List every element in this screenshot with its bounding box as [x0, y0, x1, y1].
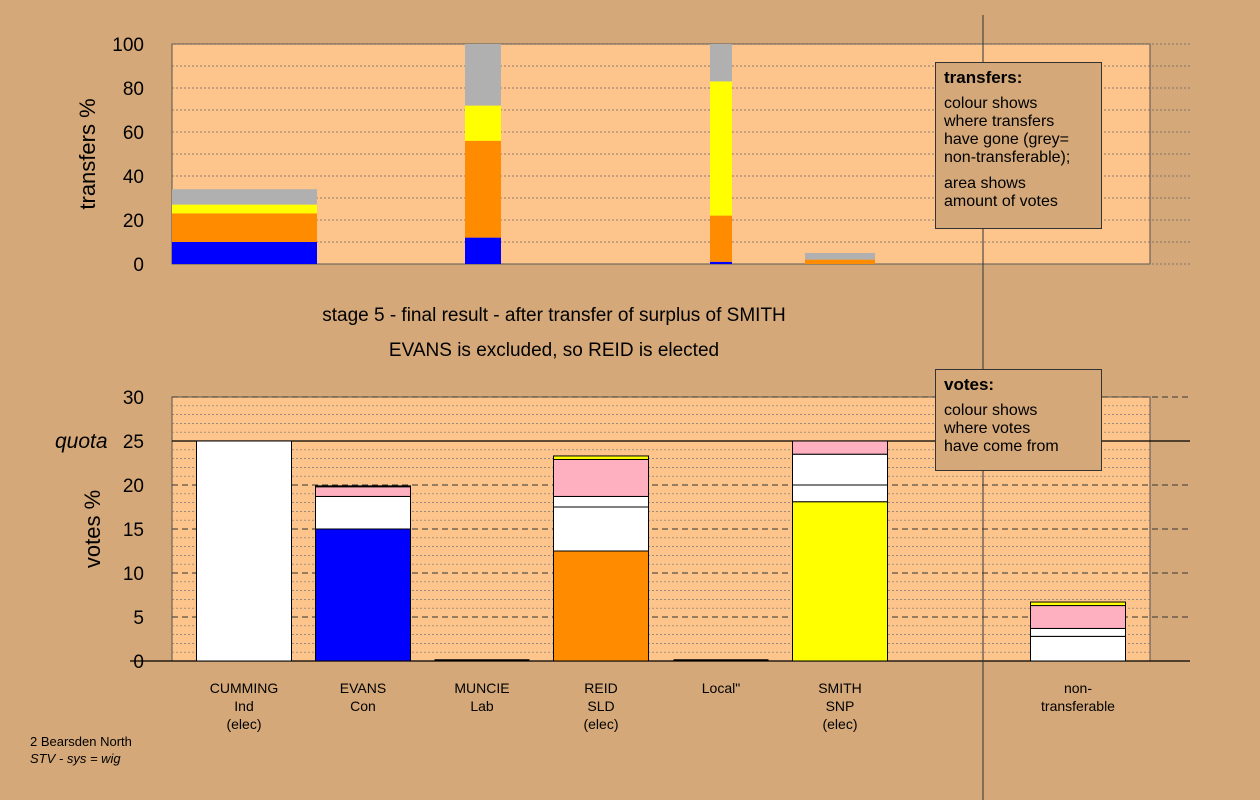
transfers-legend-line: amount of votes — [944, 193, 1058, 210]
candidate-label: REID SLD (elec) — [541, 679, 661, 733]
candidate-label: SMITH SNP (elec) — [780, 679, 900, 733]
votes-bar-segment — [1030, 635, 1126, 662]
votes-bar-segment — [1030, 601, 1126, 607]
votes-bar-segment — [315, 495, 411, 530]
votes-bar-segment — [315, 486, 411, 497]
candidate-label-line: (elec) — [226, 716, 262, 732]
candidate-label-line: MUNCIE — [454, 680, 510, 696]
votes-bar-segment — [315, 485, 411, 488]
transfers-bar-segment — [172, 242, 317, 264]
candidate-label-line: Con — [350, 698, 376, 714]
votes-bar-segment — [553, 458, 649, 497]
transfers-legend: transfers: colour shows where transfers … — [935, 62, 1102, 229]
candidate-label-line: SNP — [825, 698, 855, 714]
stage-subtitle: EVANS is excluded, so REID is elected — [388, 340, 720, 361]
votes-bar-segment — [196, 440, 292, 662]
transfers-tick-label: 40 — [123, 167, 144, 188]
transfers-bar-segment — [710, 215, 732, 262]
transfers-tick-label: 60 — [123, 123, 144, 144]
transfers-bar-segment — [805, 259, 875, 264]
votes-bar-segment — [315, 528, 411, 662]
candidate-label: MUNCIE Lab — [422, 679, 542, 715]
votes-tick-label: 5 — [133, 608, 144, 629]
candidate-label-line: Local" — [701, 680, 741, 696]
votes-bar-segment — [553, 506, 649, 552]
stage-title: stage 5 - final result - after transfer … — [322, 305, 786, 326]
transfers-bar-segment — [465, 140, 501, 238]
transfers-bar-segment — [465, 44, 501, 106]
transfers-bar-segment — [172, 213, 317, 242]
transfers-bar-segment — [805, 253, 875, 260]
votes-bar-segment — [553, 550, 649, 662]
candidate-label: CUMMING Ind (elec) — [184, 679, 304, 733]
votes-tick-label: 25 — [123, 432, 144, 453]
transfers-legend-line: non-transferable); — [944, 149, 1071, 166]
votes-legend-line: have come from — [944, 438, 1059, 455]
candidate-label-line: non- — [1063, 680, 1093, 696]
votes-legend-line: where votes — [944, 420, 1031, 437]
votes-tick-label: 10 — [123, 564, 144, 585]
transfers-legend-line: where transfers — [944, 113, 1055, 130]
transfers-legend-line: area shows — [944, 175, 1026, 192]
votes-bar-segment — [792, 484, 888, 503]
candidate-label: non-transferable — [1018, 679, 1138, 715]
candidate-label-line: Lab — [470, 698, 494, 714]
votes-tick-label: 30 — [123, 388, 144, 409]
transfers-bar-segment — [465, 105, 501, 141]
candidate-label-line: Ind — [234, 698, 254, 714]
votes-bar-segment — [792, 440, 888, 455]
candidate-label-line: REID — [584, 680, 618, 696]
votes-bar-segment — [1030, 627, 1126, 637]
constituency-name: 2 Bearsden North — [30, 734, 132, 749]
votes-bar-segment — [792, 453, 888, 486]
constituency-caption: 2 Bearsden North STV - sys = wig — [30, 733, 132, 767]
transfers-legend-line: colour shows — [944, 95, 1038, 112]
votes-tick-label: 0 — [133, 652, 144, 673]
candidate-label-line: SMITH — [818, 680, 862, 696]
votes-tick-label: 20 — [123, 476, 144, 497]
candidate-label-line: transferable — [1041, 698, 1115, 714]
candidate-label-line: SLD — [587, 698, 615, 714]
votes-bar-segment — [792, 501, 888, 662]
transfers-legend-title: transfers: — [944, 68, 1023, 87]
votes-bar-segment — [1030, 605, 1126, 629]
votes-legend-line: colour shows — [944, 402, 1038, 419]
votes-bar-segment — [553, 495, 649, 508]
votes-tick-label: 15 — [123, 520, 144, 541]
candidate-label: EVANS Con — [303, 679, 423, 715]
votes-legend: votes: colour shows where votes have com… — [935, 369, 1102, 471]
candidate-label-line: (elec) — [822, 716, 858, 732]
transfers-bar-segment — [172, 189, 317, 205]
transfers-bar-segment — [172, 204, 317, 214]
transfers-tick-label: 100 — [112, 35, 144, 56]
transfers-bar-segment — [465, 237, 501, 264]
transfers-bar-segment — [710, 261, 732, 264]
transfers-tick-label: 0 — [133, 255, 144, 276]
transfers-bar-segment — [710, 44, 732, 82]
candidate-label-line: EVANS — [339, 680, 387, 696]
transfers-legend-line: have gone (grey= — [944, 131, 1069, 148]
transfers-axis-label: transfers % — [75, 98, 100, 209]
transfers-tick-label: 80 — [123, 79, 144, 100]
votes-axis-label: votes % — [80, 490, 105, 568]
votes-bar-segment — [553, 455, 649, 460]
votes-legend-title: votes: — [944, 375, 995, 394]
transfers-tick-label: 20 — [123, 211, 144, 232]
transfers-bar-segment — [710, 81, 732, 216]
system-name: STV - sys = wig — [30, 751, 121, 766]
candidate-label: Local" — [661, 679, 781, 697]
candidate-label-line: (elec) — [583, 716, 619, 732]
candidate-label-line: CUMMING — [209, 680, 279, 696]
quota-label: quota — [55, 430, 108, 453]
